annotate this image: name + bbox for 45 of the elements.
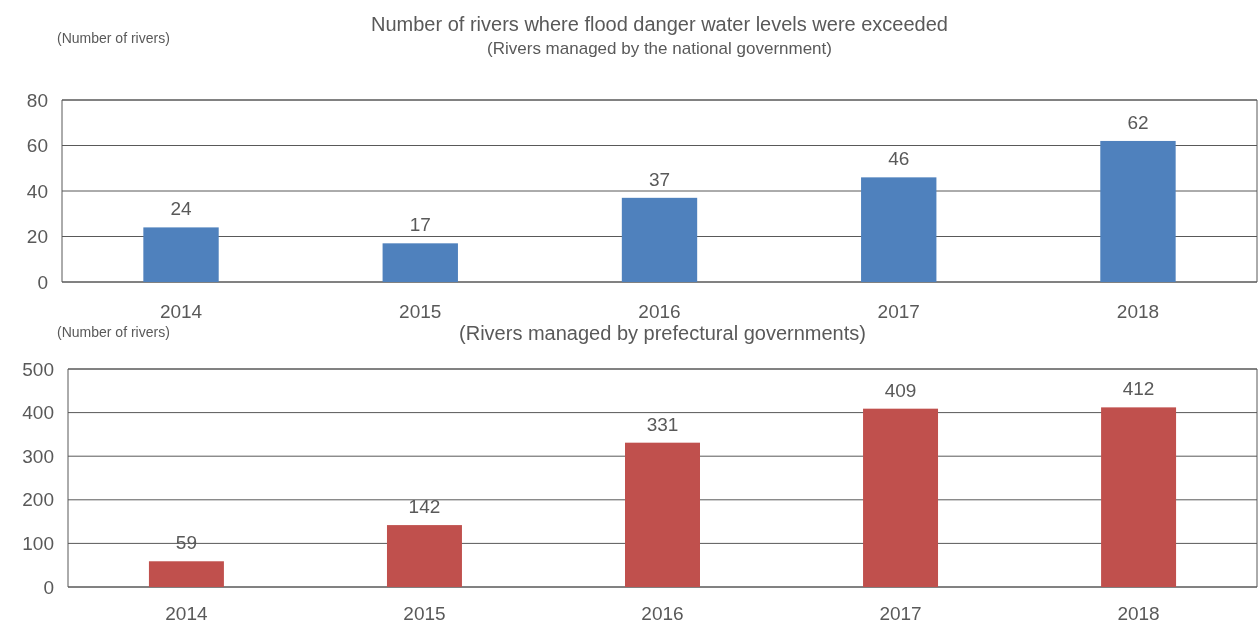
y-axis-title: (Number of rivers) <box>57 30 170 46</box>
y-tick-label: 400 <box>22 402 54 424</box>
bar <box>1100 140 1176 282</box>
y-tick-label: 0 <box>43 576 54 598</box>
data-label: 62 <box>1127 111 1149 133</box>
y-tick-label: 40 <box>26 180 48 202</box>
bar <box>143 227 219 282</box>
x-tick-label: 2017 <box>879 603 922 623</box>
bar <box>382 243 458 282</box>
x-tick-label: 2015 <box>399 301 442 322</box>
bar <box>621 197 698 282</box>
x-tick-label: 2018 <box>1116 301 1160 322</box>
chart-title: Number of rivers where flood danger water levels were exceeded <box>371 13 948 35</box>
chart-subtitle: (Rivers managed by the national government) <box>487 39 832 58</box>
y-tick-label: 100 <box>22 533 54 555</box>
data-label: 142 <box>408 496 441 518</box>
data-label: 24 <box>170 198 193 220</box>
bar <box>863 408 939 587</box>
bar <box>148 561 224 587</box>
chart-title: (Rivers managed by prefectural governments) <box>459 322 866 344</box>
y-axis-title: (Number of rivers) <box>57 324 170 340</box>
x-tick-label: 2014 <box>159 301 203 322</box>
y-tick-label: 0 <box>37 271 48 293</box>
bar <box>386 525 462 587</box>
data-label: 46 <box>888 148 910 170</box>
y-tick-label: 500 <box>22 358 54 380</box>
bar <box>1101 407 1177 587</box>
data-label: 37 <box>648 168 671 190</box>
y-tick-label: 200 <box>22 489 54 511</box>
data-label: 331 <box>646 413 679 435</box>
data-label: 17 <box>409 214 431 236</box>
y-tick-label: 20 <box>26 226 48 248</box>
x-tick-label: 2016 <box>641 603 684 623</box>
x-tick-label: 2015 <box>403 603 446 623</box>
x-tick-label: 2018 <box>1117 603 1160 623</box>
x-tick-label: 2014 <box>165 603 208 623</box>
y-tick-label: 300 <box>22 445 54 467</box>
y-tick-label: 60 <box>26 135 48 157</box>
y-tick-label: 80 <box>26 89 48 111</box>
bar <box>861 177 937 282</box>
x-tick-label: 2016 <box>638 301 681 322</box>
data-label: 409 <box>884 379 917 401</box>
x-tick-label: 2017 <box>877 301 920 322</box>
bar <box>625 442 700 587</box>
data-label: 412 <box>1122 378 1155 400</box>
